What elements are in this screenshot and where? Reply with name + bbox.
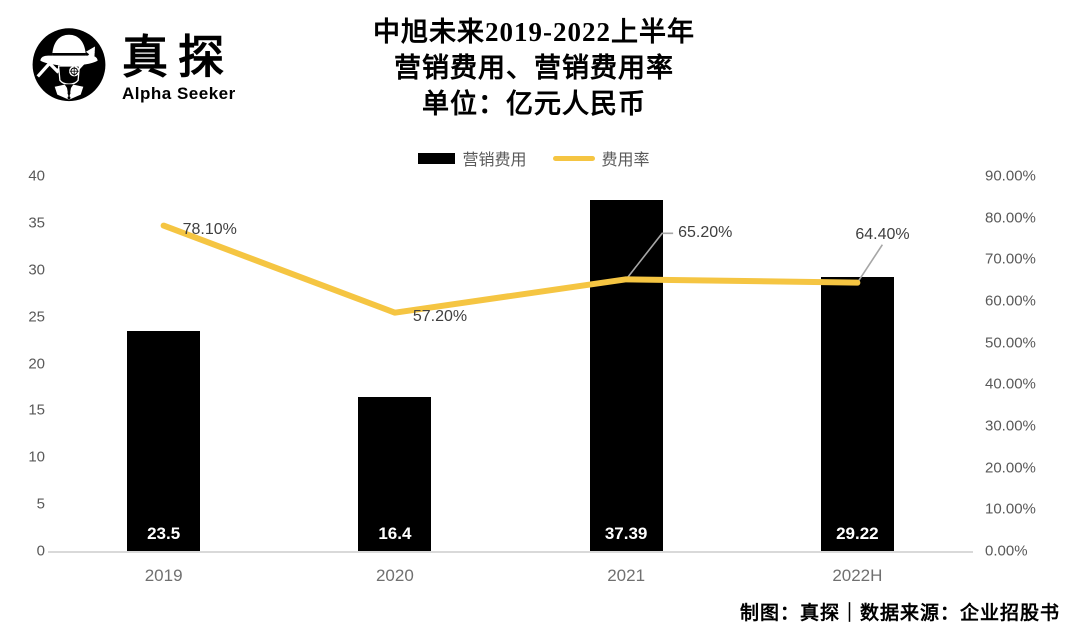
line-value-label: 65.20%: [678, 224, 733, 242]
bar-series-swatch-icon: [418, 152, 456, 164]
data-label-leader-line: [625, 232, 674, 280]
bar-2021: 37.39: [589, 200, 663, 551]
data-label-leader-line: [856, 244, 884, 284]
bar-value-label: 16.4: [378, 524, 412, 543]
line-value-label: 78.10%: [182, 220, 237, 238]
x-axis-line: [48, 551, 973, 553]
right-axis-tick: 0.00%: [985, 542, 1028, 560]
bar-value-label: 29.22: [836, 524, 879, 543]
right-axis-tick: 90.00%: [985, 167, 1036, 185]
bar-2019: 23.5: [127, 330, 201, 551]
detective-logo-icon: [32, 28, 106, 102]
right-axis-tick: 30.00%: [985, 417, 1036, 435]
line-value-label: 64.40%: [855, 225, 910, 243]
left-axis-tick: 0: [36, 542, 45, 560]
right-axis-tick: 20.00%: [985, 459, 1036, 477]
chart-title-line1: 中旭未来2019-2022上半年: [373, 17, 695, 47]
left-axis-tick: 20: [28, 355, 45, 372]
source-note: 制图：真探｜数据来源：企业招股书: [739, 603, 1060, 624]
brand-tagline: Alpha Seeker: [122, 84, 236, 103]
left-axis-tick: 30: [28, 261, 45, 279]
left-axis-tick: 15: [28, 401, 45, 419]
right-axis-tick: 80.00%: [985, 209, 1036, 227]
bar-2020: 16.4: [358, 397, 432, 551]
x-axis-label-2020: 2020: [375, 566, 414, 585]
x-axis-label-2022H: 2022H: [832, 566, 883, 585]
legend-label: 费用率: [601, 152, 650, 169]
left-axis-tick: 10: [28, 448, 45, 466]
right-axis-tick: 50.00%: [985, 334, 1036, 352]
x-axis-label-2021: 2021: [607, 566, 646, 585]
legend-item-expense-rate: 费用率: [552, 146, 650, 170]
x-axis-label-2019: 2019: [144, 566, 183, 585]
bar-2022H: 29.22: [820, 277, 894, 551]
right-axis-tick: 70.00%: [985, 250, 1036, 268]
chart-title: 中旭未来2019-2022上半年 营销费用、营销费用率 单位：亿元人民币: [0, 14, 1068, 122]
left-axis-tick: 25: [28, 308, 45, 326]
chart-legend: 营销费用 费用率: [0, 146, 1068, 170]
line-value-label: 57.20%: [412, 307, 468, 325]
bar-value-label: 23.5: [147, 524, 181, 543]
brand-logo: 真探 Alpha Seeker: [30, 24, 236, 108]
right-axis-tick: 40.00%: [985, 375, 1036, 393]
right-axis-tick: 10.00%: [985, 500, 1036, 518]
left-axis-tick: 40: [28, 167, 45, 185]
bar-value-label: 37.39: [604, 524, 648, 543]
left-axis-tick: 5: [36, 495, 45, 513]
right-axis-tick: 60.00%: [985, 292, 1036, 310]
line-series-swatch-icon: [552, 155, 595, 161]
legend-label: 营销费用: [462, 152, 527, 169]
chart-title-line3: 单位：亿元人民币: [422, 89, 646, 119]
chart-title-line2: 营销费用、营销费用率: [394, 53, 674, 83]
legend-item-marketing-expense: 营销费用: [418, 146, 527, 170]
brand-name: 真探: [122, 31, 234, 83]
left-axis-tick: 35: [28, 214, 45, 232]
